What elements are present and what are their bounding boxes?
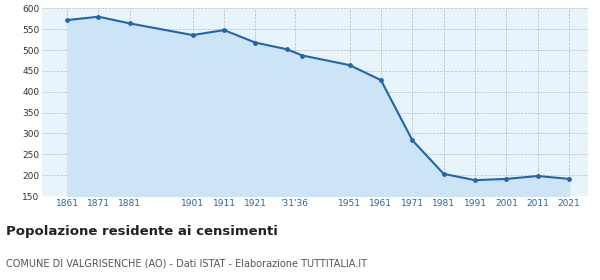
Point [298, 53, 307, 58]
Text: Popolazione residente ai censimenti: Popolazione residente ai censimenti [6, 225, 278, 238]
Point [251, 40, 260, 45]
Point [94, 15, 103, 19]
Text: COMUNE DI VALGRISENCHE (AO) - Dati ISTAT - Elaborazione TUTTITALIA.IT: COMUNE DI VALGRISENCHE (AO) - Dati ISTAT… [6, 259, 367, 269]
Point [188, 33, 197, 37]
Point [125, 21, 134, 26]
Point [533, 174, 542, 178]
Point [219, 28, 229, 32]
Point [345, 63, 355, 67]
Point [565, 177, 574, 181]
Point [502, 177, 511, 181]
Point [407, 138, 417, 142]
Point [62, 18, 72, 22]
Point [282, 47, 292, 52]
Point [376, 78, 386, 82]
Point [439, 172, 448, 176]
Point [470, 178, 480, 182]
